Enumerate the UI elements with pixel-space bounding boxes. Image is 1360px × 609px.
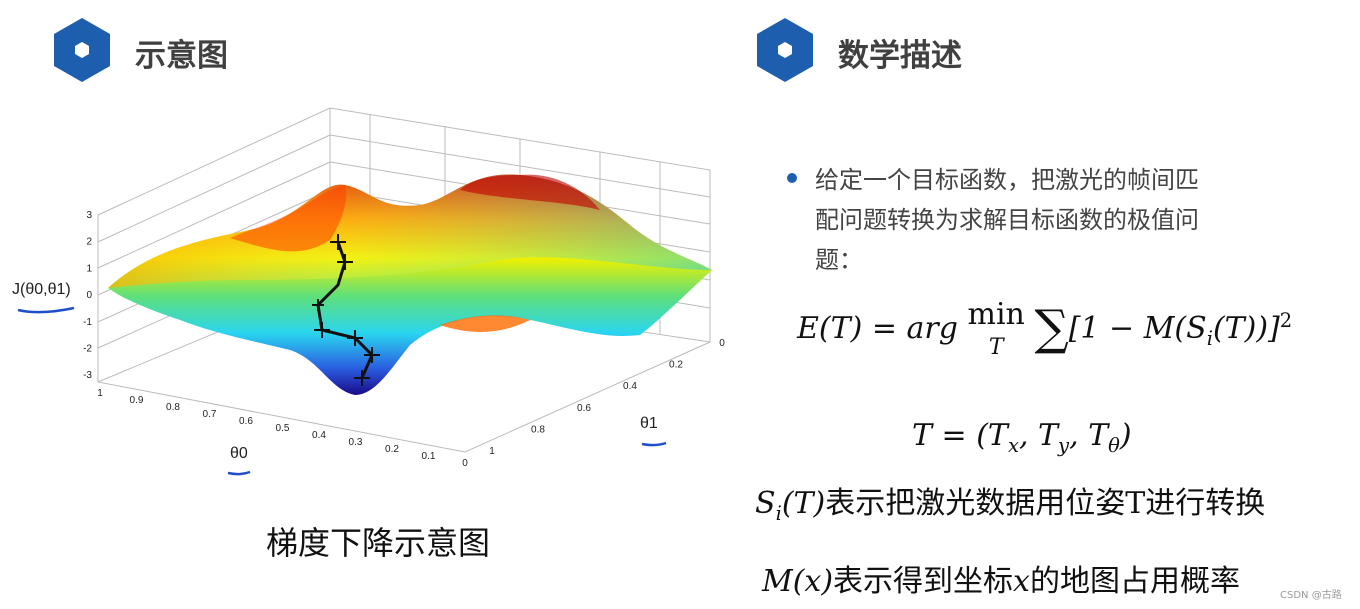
bullet-text: 给定一个目标函数，把激光的帧间匹配问题转换为求解目标函数的极值问题： bbox=[815, 166, 1199, 274]
y-tick-label: 0.6 bbox=[577, 403, 591, 414]
heading: 示意图 bbox=[135, 38, 228, 74]
x-tick-label: 0.5 bbox=[276, 423, 290, 434]
formula-part: , T bbox=[1069, 418, 1109, 453]
x-tick-label: 0.3 bbox=[349, 437, 363, 448]
formula-part: M(x) bbox=[762, 564, 834, 599]
definition-text: 的地图占用概率 bbox=[1029, 564, 1240, 599]
formula-part: x bbox=[1007, 434, 1019, 457]
formula-part: i bbox=[1206, 327, 1213, 350]
formula-part: S bbox=[755, 486, 776, 521]
x-label: θ0 bbox=[230, 445, 248, 462]
formula-part: E(T) = arg bbox=[797, 311, 958, 346]
x-tick-label: 0.6 bbox=[239, 416, 253, 427]
x-tick-label: 0.9 bbox=[130, 395, 144, 406]
y-tick-label: 1 bbox=[489, 446, 495, 457]
y-tick-label: 0.2 bbox=[669, 360, 683, 371]
x-tick-label: 0.1 bbox=[422, 451, 436, 462]
definition: Si(T)表示把激光数据用位姿T进行转换 bbox=[755, 478, 1265, 525]
z-tick-label: 1 bbox=[86, 263, 92, 274]
formula-part: 2 bbox=[1279, 309, 1293, 332]
z-tick-label: 0 bbox=[86, 290, 92, 301]
definition: M(x)表示得到坐标x的地图占用概率 bbox=[762, 556, 1240, 600]
descent-path bbox=[312, 234, 380, 386]
x-tick-label: 0.8 bbox=[166, 402, 180, 413]
z-tick-label: 3 bbox=[86, 210, 92, 221]
formula: T = (Tx, Ty, Tθ) bbox=[912, 418, 1132, 457]
y-tick-label: 0.8 bbox=[531, 424, 545, 435]
definition-text: 表示得到坐标 bbox=[833, 564, 1014, 599]
x-tick-label: 1 bbox=[97, 388, 103, 399]
caption: 梯度下降示意图 bbox=[266, 524, 491, 562]
annotation-marks bbox=[17, 306, 667, 476]
surface bbox=[108, 174, 712, 395]
z-tick-label: -1 bbox=[83, 317, 92, 328]
z-tick-label: 2 bbox=[86, 237, 92, 248]
formula-part: x bbox=[1013, 564, 1030, 599]
formula-part: y bbox=[1058, 434, 1070, 457]
formula-part: ) bbox=[1119, 418, 1132, 453]
formula-part: [1 − M(S bbox=[1068, 311, 1207, 346]
y-tick-label: 0.4 bbox=[623, 381, 637, 392]
formula-part: (T) bbox=[781, 486, 826, 521]
formula-part: T bbox=[988, 335, 1004, 360]
formula-part: ∑ bbox=[1034, 300, 1069, 356]
figure-labels: J(θ0,θ1) θ0 θ1 3 2 1 0 -1 -2 -3 1 0.9 0.8 0.7 0.6 0.… bbox=[12, 210, 725, 469]
watermark: CSDN @古路 bbox=[1280, 590, 1342, 601]
formula-part: i bbox=[775, 502, 782, 525]
formula-part: T = (T bbox=[912, 418, 1008, 453]
bullet-dot bbox=[787, 173, 797, 183]
z-tick-label: -3 bbox=[83, 370, 92, 381]
formula-part: , T bbox=[1018, 418, 1059, 453]
x-tick-label: 0.4 bbox=[312, 430, 326, 441]
y-label: θ1 bbox=[640, 415, 658, 432]
x-tick-label: 0 bbox=[462, 458, 468, 469]
formula-part: min bbox=[967, 297, 1025, 332]
formula-part: θ bbox=[1108, 434, 1120, 457]
z-label: J(θ0,θ1) bbox=[12, 281, 71, 298]
y-tick-label: 0 bbox=[719, 338, 725, 349]
icon bbox=[54, 18, 813, 82]
formula: E(T) = arg min T ∑[1 − M(Si(T))]2 bbox=[797, 300, 1292, 363]
formula-part: (T))] bbox=[1212, 311, 1280, 346]
z-tick-label: -2 bbox=[83, 344, 92, 355]
x-tick-label: 0.2 bbox=[385, 444, 399, 455]
definition-text: 表示把激光数据用位姿T进行转换 bbox=[825, 486, 1266, 521]
heading: 数学描述 bbox=[838, 38, 962, 74]
x-tick-label: 0.7 bbox=[203, 409, 217, 420]
